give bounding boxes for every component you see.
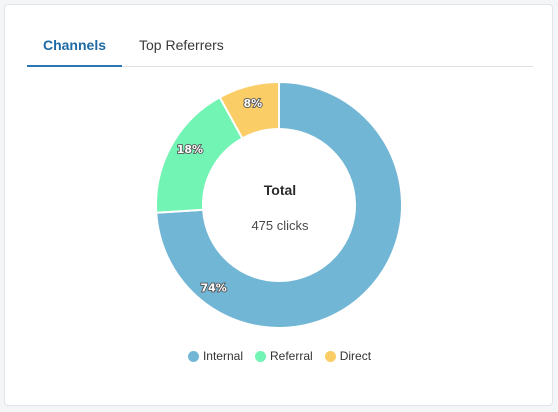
chart-legend: Internal Referral Direct: [5, 349, 554, 363]
legend-swatch-referral: [255, 350, 266, 362]
legend-item-direct[interactable]: Direct: [324, 349, 372, 363]
donut-chart: 74% 18% 8% Total 475 clicks: [5, 5, 554, 407]
legend-swatch-direct: [324, 350, 336, 362]
legend-item-referral[interactable]: Referral: [255, 349, 313, 363]
legend-label-referral: Referral: [270, 349, 313, 363]
center-value: 475 clicks: [251, 218, 309, 233]
slice-internal[interactable]: [155, 80, 403, 329]
legend-label-direct: Direct: [339, 349, 372, 363]
donut-chart-svg: 74% 18% 8%: [155, 80, 403, 329]
tab-channels[interactable]: Channels: [27, 31, 122, 67]
slice-label-internal: 74%: [200, 281, 226, 294]
slice-label-direct: 8%: [244, 97, 263, 110]
channels-card: Channels Top Referrers 74% 18% 8% Total 47…: [4, 4, 553, 406]
legend-swatch-internal: [187, 350, 199, 362]
legend-item-internal[interactable]: Internal: [187, 349, 243, 363]
slice-label-referral: 18%: [177, 143, 203, 156]
tab-bar: Channels Top Referrers: [27, 31, 533, 67]
tab-top-referrers[interactable]: Top Referrers: [139, 37, 224, 53]
center-title: Total: [263, 182, 297, 198]
slice-direct[interactable]: [218, 80, 280, 140]
legend-label-internal: Internal: [202, 349, 243, 363]
